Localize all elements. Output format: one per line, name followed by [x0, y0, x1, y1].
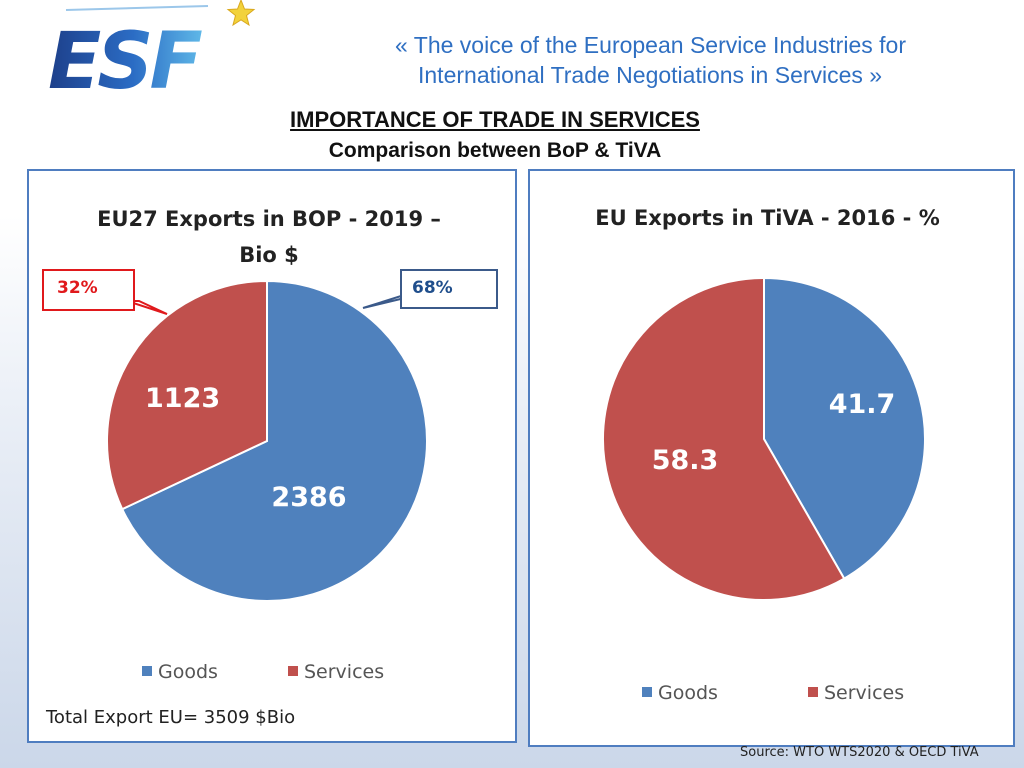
- legend-label-services: Services: [303, 661, 385, 683]
- tiva-slice-services: [602, 276, 846, 601]
- esf-logo: ESF: [48, 0, 263, 107]
- bop-chart-title: EU27 Exports in BOP - 2019 – Bio $: [59, 201, 479, 273]
- goods-share-callout: 68%: [400, 269, 498, 309]
- bop-chart-title-line1: EU27 Exports in BOP - 2019 –: [97, 207, 441, 231]
- legend-swatch-services: [287, 665, 298, 676]
- tiva-chart-title: EU Exports in TiVA - 2016 - %: [595, 206, 940, 230]
- legend-item-services: Services: [807, 682, 905, 704]
- tiva-pie-chart: 41.7 58.3: [602, 276, 927, 601]
- services-share-callout: 32%: [42, 269, 135, 311]
- bop-slice-services: [106, 279, 268, 511]
- legend-swatch-goods: [142, 665, 152, 676]
- bop-label-goods: 2386: [271, 482, 346, 513]
- bop-legend: Goods Services: [142, 661, 384, 683]
- star-icon: [226, 0, 256, 27]
- bop-chart-title-line2: Bio $: [239, 243, 299, 267]
- bop-slice-goods: [120, 279, 428, 602]
- services-share-text: 32%: [57, 278, 98, 298]
- legend-item-goods: Goods: [642, 682, 724, 704]
- tagline-line2: International Trade Negotiations in Serv…: [418, 62, 883, 88]
- tiva-legend: Goods Services: [642, 682, 904, 704]
- bop-chart-panel: EU27 Exports in BOP - 2019 – Bio $ 1123 …: [27, 169, 517, 743]
- legend-item-services: Services: [287, 661, 385, 683]
- page-title: IMPORTANCE OF TRADE IN SERVICES: [290, 107, 700, 132]
- tiva-label-services: 58.3: [652, 445, 719, 476]
- tagline-line1: « The voice of the European Service Indu…: [395, 32, 906, 58]
- tagline: « The voice of the European Service Indu…: [395, 30, 995, 90]
- legend-swatch-services: [807, 686, 818, 697]
- page-subtitle: Comparison between BoP & TiVA: [328, 139, 662, 162]
- goods-share-text: 68%: [412, 278, 453, 298]
- logo-text: ESF: [48, 17, 202, 95]
- tiva-label-goods: 41.7: [829, 389, 896, 420]
- bop-pie-chart: 1123 2386: [106, 279, 428, 602]
- legend-swatch-goods: [642, 686, 652, 697]
- tiva-slice-goods: [763, 276, 927, 580]
- tiva-chart-panel: EU Exports in TiVA - 2016 - % 41.7 58.3 …: [528, 169, 1015, 747]
- legend-label-goods: Goods: [158, 661, 218, 683]
- total-export-note: Total Export EU= 3509 $Bio: [46, 707, 296, 728]
- legend-label-services: Services: [823, 682, 905, 704]
- source-note: Source: WTO WTS2020 & OECD TiVA: [740, 745, 979, 760]
- bop-label-services: 1123: [145, 383, 220, 414]
- legend-item-goods: Goods: [142, 661, 224, 683]
- legend-label-goods: Goods: [658, 682, 718, 704]
